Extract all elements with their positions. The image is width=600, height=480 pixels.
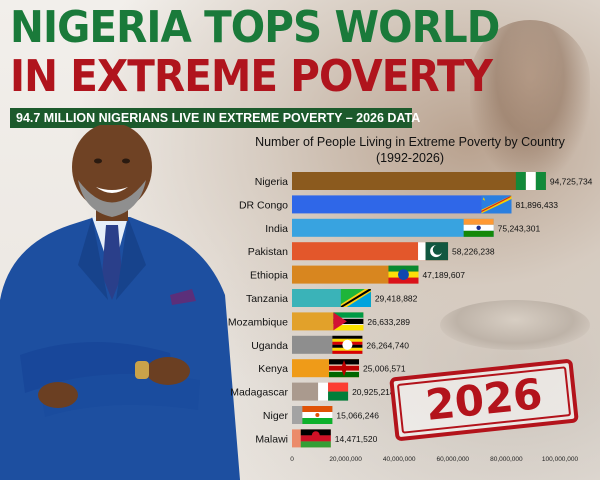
x-tick-label: 60,000,000 bbox=[437, 456, 470, 463]
chart-subtitle: (1992-2026) bbox=[375, 151, 445, 165]
kenya-flag bbox=[329, 359, 360, 378]
mozambique-flag bbox=[333, 312, 364, 331]
category-label: DR Congo bbox=[239, 199, 288, 211]
value-label: 47,189,607 bbox=[422, 270, 465, 280]
category-label: Ethiopia bbox=[250, 270, 288, 282]
ethiopia-flag bbox=[388, 265, 419, 284]
bowl-photo bbox=[440, 300, 590, 350]
headline-line-2: IN EXTREME POVERTY bbox=[10, 51, 493, 102]
value-label: 26,633,289 bbox=[367, 317, 410, 327]
bar bbox=[292, 218, 494, 237]
bar bbox=[292, 242, 449, 261]
category-label: India bbox=[265, 223, 288, 235]
child-photo bbox=[470, 20, 590, 180]
madagascar-flag bbox=[318, 382, 349, 401]
subheadline-bar: 94.7 MILLION NIGERIANS LIVE IN EXTREME P… bbox=[10, 108, 420, 128]
value-label: 81,896,433 bbox=[515, 200, 558, 210]
nigeria-flag bbox=[515, 172, 546, 190]
category-label: Uganda bbox=[251, 340, 288, 352]
category-label: Malawi bbox=[255, 433, 288, 445]
value-label: 29,418,882 bbox=[375, 294, 418, 304]
chart-title: Number of People Living in Extreme Pover… bbox=[240, 134, 580, 166]
headline-line-1: NIGERIA TOPS WORLD bbox=[10, 2, 500, 53]
drcongo-flag bbox=[481, 195, 512, 214]
value-label: 20,925,218 bbox=[352, 387, 395, 397]
bar bbox=[292, 172, 546, 190]
india-flag bbox=[463, 218, 494, 237]
malawi-flag bbox=[300, 429, 331, 448]
category-label: Nigeria bbox=[255, 176, 288, 188]
politician-photo bbox=[0, 125, 240, 480]
x-tick-label: 100,000,000 bbox=[542, 456, 579, 463]
value-label: 14,471,520 bbox=[335, 434, 378, 444]
uganda-flag bbox=[332, 335, 363, 354]
tanzania-flag bbox=[340, 289, 371, 307]
category-label: Kenya bbox=[258, 363, 288, 375]
x-tick-label: 20,000,000 bbox=[329, 456, 362, 463]
bar bbox=[292, 265, 419, 284]
category-label: Pakistan bbox=[248, 246, 288, 258]
value-label: 25,006,571 bbox=[363, 364, 406, 374]
value-label: 26,264,740 bbox=[366, 340, 409, 350]
pakistan-flag bbox=[418, 242, 449, 261]
chart-title-text: Number of People Living in Extreme Pover… bbox=[255, 135, 565, 149]
x-tick-label: 80,000,000 bbox=[490, 456, 523, 463]
value-label: 75,243,301 bbox=[498, 223, 541, 233]
value-label: 15,066,246 bbox=[336, 411, 379, 421]
value-label: 58,226,238 bbox=[452, 247, 495, 257]
x-tick-label: 40,000,000 bbox=[383, 456, 416, 463]
category-label: Mozambique bbox=[228, 316, 288, 328]
bar bbox=[292, 195, 512, 214]
x-tick-label: 0 bbox=[290, 456, 294, 463]
category-label: Tanzania bbox=[246, 293, 288, 305]
niger-flag bbox=[302, 406, 333, 424]
value-label: 94,725,734 bbox=[550, 177, 593, 187]
stamp-inner-border bbox=[396, 366, 572, 434]
category-label: Madagascar bbox=[230, 387, 288, 399]
category-label: Niger bbox=[263, 410, 289, 422]
